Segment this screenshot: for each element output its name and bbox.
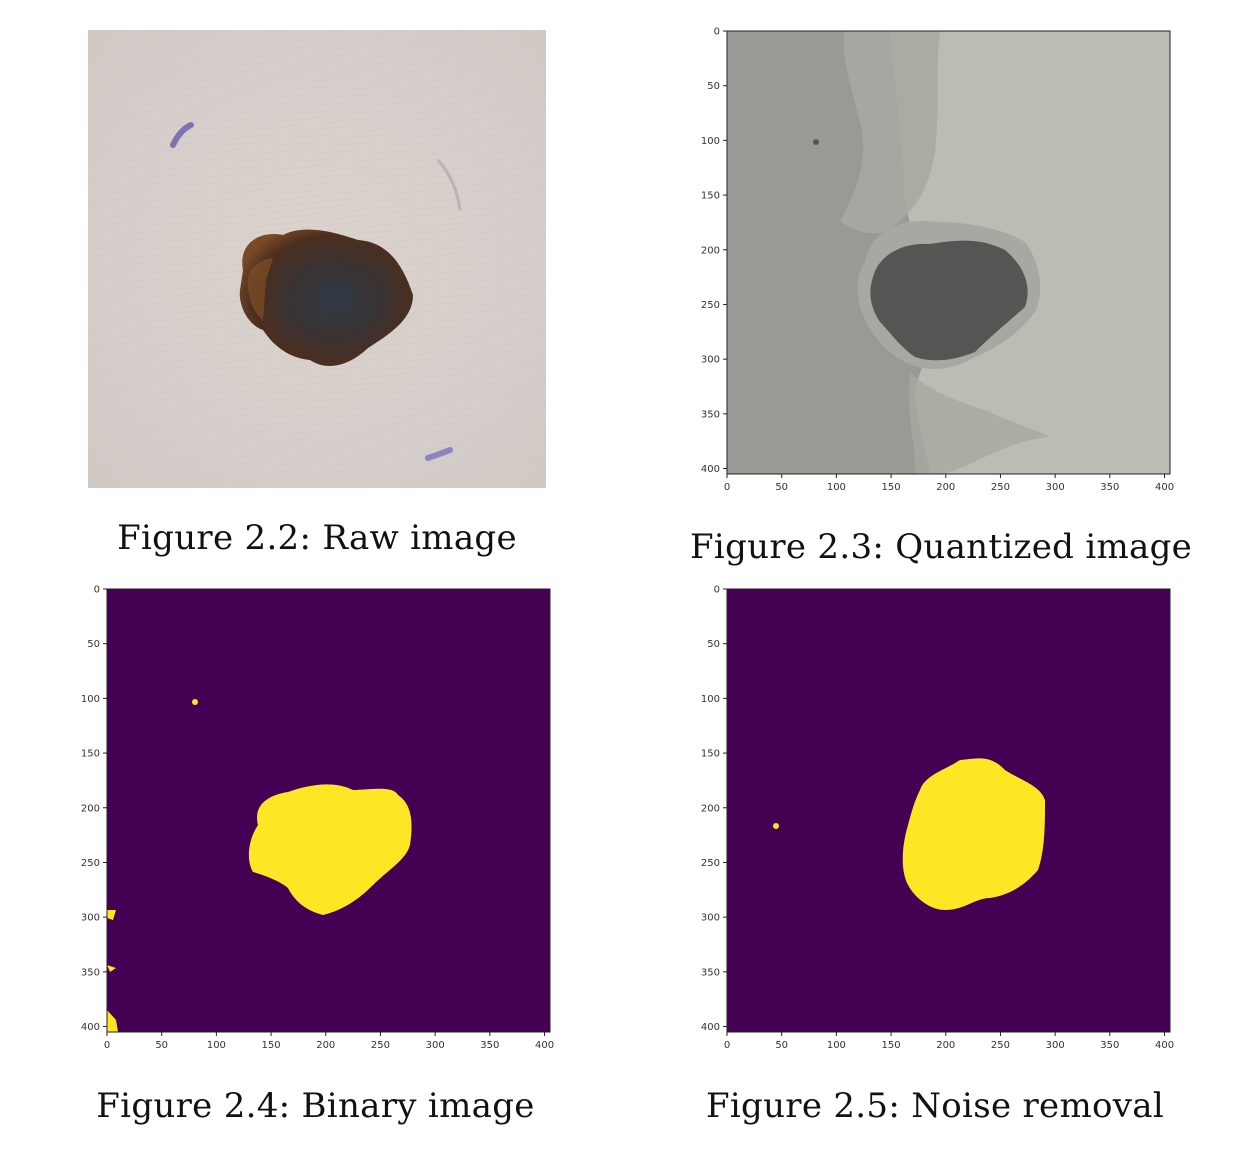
y-tick-label: 150 xyxy=(81,749,100,760)
x-tick-label: 300 xyxy=(426,1040,445,1051)
y-tick-label: 200 xyxy=(701,803,720,814)
lesion xyxy=(239,229,413,367)
x-tick-label: 50 xyxy=(775,1040,788,1051)
y-tick-label: 300 xyxy=(701,913,720,924)
x-tick-label: 100 xyxy=(207,1040,226,1051)
caption-figure-2-4: Figure 2.4: Binary image xyxy=(96,1086,535,1126)
y-tick-label: 200 xyxy=(81,803,100,814)
noise-x-ticks: 0 50 100 150 200 250 300 350 400 xyxy=(724,1032,1174,1051)
ink-mark-1 xyxy=(170,122,194,148)
x-tick-label: 50 xyxy=(155,1040,168,1051)
y-tick-label: 50 xyxy=(707,81,720,92)
caption-figure-2-5: Figure 2.5: Noise removal xyxy=(705,1086,1165,1126)
x-tick-label: 0 xyxy=(104,1040,110,1051)
x-tick-label: 400 xyxy=(1155,1040,1174,1051)
noise-y-ticks: 0 50 100 150 200 250 300 350 400 xyxy=(701,585,727,1033)
binary-x-ticks: 0 50 100 150 200 250 300 350 400 xyxy=(104,1032,554,1051)
y-tick-label: 100 xyxy=(701,694,720,705)
y-tick-label: 350 xyxy=(701,409,720,420)
x-tick-label: 100 xyxy=(827,1040,846,1051)
y-tick-label: 300 xyxy=(81,913,100,924)
binary-y-ticks: 0 50 100 150 200 250 300 350 400 xyxy=(81,585,107,1033)
x-tick-label: 300 xyxy=(1046,1040,1065,1051)
quantized-plot: 0 50 100 150 200 250 300 350 400 0 50 100 150 200 250… xyxy=(701,27,1174,494)
x-tick-label: 0 xyxy=(724,1040,730,1051)
quant-mid-region-1 xyxy=(840,31,940,234)
y-tick-label: 400 xyxy=(81,1022,100,1033)
binary-plot: 0 50 100 150 200 250 300 350 400 0 50 100 150 200 250… xyxy=(81,585,554,1052)
x-tick-label: 350 xyxy=(1100,1040,1119,1051)
x-tick-label: 350 xyxy=(480,1040,499,1051)
x-tick-label: 0 xyxy=(724,482,730,493)
y-tick-label: 400 xyxy=(701,1022,720,1033)
y-tick-label: 150 xyxy=(701,191,720,202)
noise-removal-plot: 0 50 100 150 200 250 300 350 400 0 50 100 150 200 250… xyxy=(701,585,1174,1052)
quant-dark-lesion xyxy=(870,240,1028,361)
x-tick-label: 250 xyxy=(991,1040,1010,1051)
x-tick-label: 200 xyxy=(936,1040,955,1051)
y-tick-label: 250 xyxy=(701,300,720,311)
raw-skin-photo xyxy=(88,30,546,488)
y-tick-label: 100 xyxy=(701,136,720,147)
figure-noise-removal: 0 50 100 150 200 250 300 350 400 0 50 100 150 200 250… xyxy=(690,580,1180,1055)
y-tick-label: 250 xyxy=(701,858,720,869)
figure-raw-image xyxy=(88,30,546,488)
y-tick-label: 0 xyxy=(714,585,720,596)
quant-x-ticks: 0 50 100 150 200 250 300 350 400 xyxy=(724,474,1174,493)
y-tick-label: 0 xyxy=(94,585,100,596)
quant-y-ticks: 0 50 100 150 200 250 300 350 400 xyxy=(701,27,727,475)
figure-binary-image: 0 50 100 150 200 250 300 350 400 0 50 100 150 200 250… xyxy=(68,580,563,1055)
x-tick-label: 400 xyxy=(1155,482,1174,493)
noise-lesion xyxy=(902,758,1045,910)
x-tick-label: 150 xyxy=(882,1040,901,1051)
x-tick-label: 250 xyxy=(991,482,1010,493)
x-tick-label: 300 xyxy=(1046,482,1065,493)
y-tick-label: 200 xyxy=(701,245,720,256)
x-tick-label: 350 xyxy=(1100,482,1119,493)
x-tick-label: 150 xyxy=(262,1040,281,1051)
x-tick-label: 400 xyxy=(535,1040,554,1051)
y-tick-label: 150 xyxy=(701,749,720,760)
caption-figure-2-3: Figure 2.3: Quantized image xyxy=(690,527,1193,567)
y-tick-label: 50 xyxy=(707,639,720,650)
ink-mark-2 xyxy=(425,447,453,461)
y-tick-label: 350 xyxy=(81,967,100,978)
y-tick-label: 400 xyxy=(701,464,720,475)
x-tick-label: 250 xyxy=(371,1040,390,1051)
y-tick-label: 100 xyxy=(81,694,100,705)
caption-figure-2-2: Figure 2.2: Raw image xyxy=(117,518,517,558)
x-tick-label: 150 xyxy=(882,482,901,493)
x-tick-label: 200 xyxy=(936,482,955,493)
y-tick-label: 250 xyxy=(81,858,100,869)
x-tick-label: 100 xyxy=(827,482,846,493)
y-tick-label: 300 xyxy=(701,355,720,366)
figure-quantized-image: 0 50 100 150 200 250 300 350 400 0 50 100 150 200 250… xyxy=(690,22,1180,497)
binary-lesion xyxy=(248,784,412,915)
y-tick-label: 50 xyxy=(87,639,100,650)
x-tick-label: 50 xyxy=(775,482,788,493)
x-tick-label: 200 xyxy=(316,1040,335,1051)
y-tick-label: 0 xyxy=(714,27,720,38)
y-tick-label: 350 xyxy=(701,967,720,978)
